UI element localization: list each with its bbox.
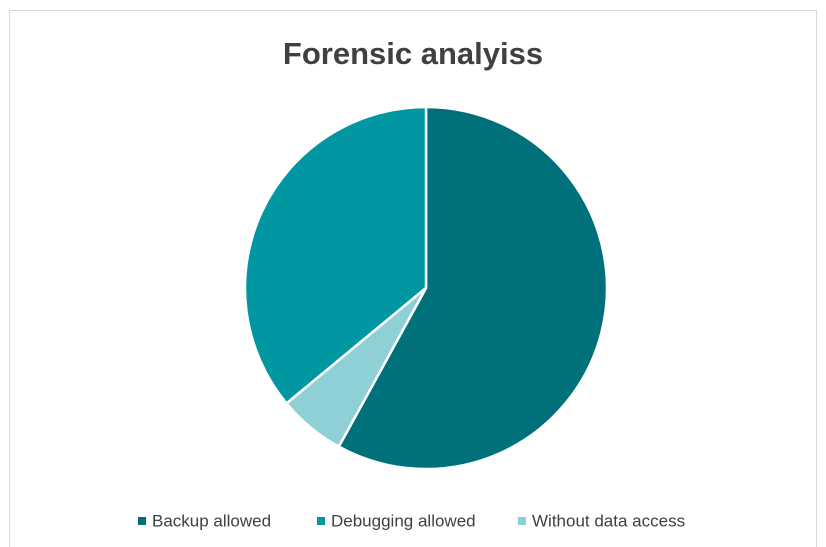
pie-slice (284, 287, 428, 449)
chart-title: Forensic analyiss (283, 36, 543, 71)
legend-label: Debugging allowed (331, 511, 476, 530)
pie-slice (337, 105, 609, 471)
legend-swatch (317, 517, 325, 525)
legend-label: Backup allowed (152, 511, 271, 530)
legend-swatch (518, 517, 526, 525)
pie-slice (243, 105, 428, 406)
legend-label: Without data access (532, 511, 685, 530)
legend-swatch (138, 517, 146, 525)
